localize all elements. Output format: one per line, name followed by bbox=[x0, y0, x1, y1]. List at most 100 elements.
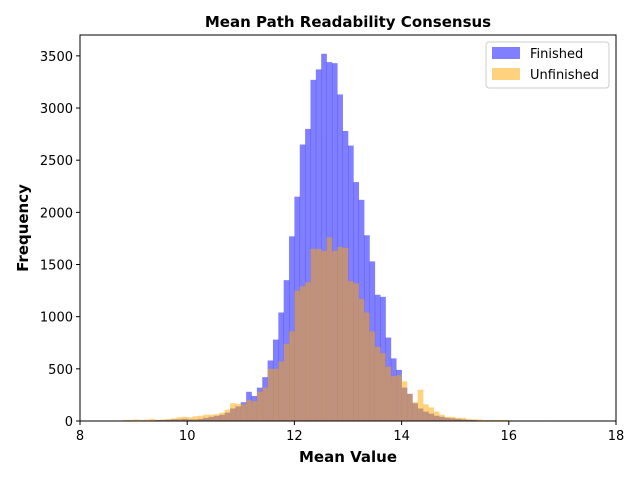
bar-unfinished-52 bbox=[358, 298, 365, 421]
bar-unfinished-32 bbox=[251, 401, 258, 421]
bar-unfinished-25 bbox=[214, 414, 220, 421]
bar-unfinished-55 bbox=[374, 346, 381, 421]
bar-unfinished-69 bbox=[449, 416, 456, 421]
bar-unfinished-68 bbox=[444, 416, 451, 421]
bar-unfinished-18 bbox=[176, 417, 183, 421]
bar-unfinished-67 bbox=[439, 414, 445, 421]
bar-unfinished-62 bbox=[412, 402, 418, 421]
bar-unfinished-45 bbox=[321, 250, 327, 421]
bar-unfinished-41 bbox=[299, 286, 306, 421]
bar-unfinished-43 bbox=[310, 248, 317, 421]
bar-unfinished-74 bbox=[476, 419, 483, 421]
bar-unfinished-26 bbox=[219, 412, 226, 421]
legend-label-unfinished: Unfinished bbox=[530, 68, 599, 83]
bar-unfinished-37 bbox=[278, 361, 284, 421]
bar-unfinished-58 bbox=[390, 376, 397, 421]
y-tick-label-3500: 3500 bbox=[40, 50, 73, 65]
bar-finished-30 bbox=[315, 69, 322, 422]
bar-unfinished-57 bbox=[385, 366, 392, 421]
bar-unfinished-61 bbox=[406, 393, 413, 421]
bar-unfinished-29 bbox=[235, 403, 242, 421]
bar-unfinished-70 bbox=[455, 417, 461, 421]
bar-finished-28 bbox=[305, 128, 311, 421]
bar-unfinished-71 bbox=[460, 417, 467, 421]
bar-unfinished-19 bbox=[181, 416, 188, 421]
y-axis-title: Frequency bbox=[14, 184, 32, 272]
legend-label-finished: Finished bbox=[530, 47, 583, 62]
bar-unfinished-53 bbox=[364, 312, 370, 421]
bar-unfinished-77 bbox=[492, 419, 499, 421]
legend: Finished Unfinished bbox=[485, 41, 610, 89]
y-tick-label-1000: 1000 bbox=[40, 311, 73, 326]
bar-unfinished-35 bbox=[267, 368, 274, 421]
bar-unfinished-9 bbox=[128, 419, 134, 421]
bar-unfinished-27 bbox=[224, 409, 231, 421]
x-tick-label-18: 18 bbox=[608, 429, 625, 444]
bar-unfinished-33 bbox=[256, 391, 263, 421]
bar-finished-27 bbox=[299, 144, 306, 422]
bar-unfinished-30 bbox=[240, 404, 247, 421]
bar-finished-31 bbox=[321, 53, 327, 421]
x-tick-label-14: 14 bbox=[393, 429, 410, 444]
chart-title: Mean Path Readability Consensus bbox=[205, 13, 491, 31]
bar-unfinished-42 bbox=[305, 282, 311, 421]
bars-layer bbox=[80, 53, 547, 422]
y-tick-label-2500: 2500 bbox=[40, 154, 73, 169]
bar-unfinished-72 bbox=[465, 418, 472, 421]
bar-unfinished-23 bbox=[203, 414, 209, 421]
bar-unfinished-47 bbox=[331, 250, 338, 421]
bar-unfinished-63 bbox=[417, 389, 424, 421]
bar-unfinished-21 bbox=[192, 416, 199, 421]
bar-unfinished-28 bbox=[230, 403, 236, 421]
bar-unfinished-20 bbox=[187, 417, 193, 421]
bar-unfinished-24 bbox=[208, 414, 215, 421]
bar-unfinished-36 bbox=[272, 368, 279, 421]
x-tick-label-10: 10 bbox=[179, 429, 196, 444]
bar-unfinished-59 bbox=[396, 375, 402, 421]
bar-unfinished-40 bbox=[294, 290, 301, 421]
legend-swatch-finished bbox=[492, 47, 520, 59]
bar-unfinished-75 bbox=[482, 419, 488, 421]
bar-unfinished-10 bbox=[133, 419, 140, 421]
bar-unfinished-15 bbox=[160, 419, 167, 421]
bar-unfinished-54 bbox=[369, 331, 376, 421]
bar-unfinished-48 bbox=[337, 246, 343, 421]
x-tick-label-16: 16 bbox=[501, 429, 518, 444]
bar-unfinished-78 bbox=[498, 419, 504, 421]
y-tick-label-500: 500 bbox=[48, 363, 73, 378]
plot-frame bbox=[79, 34, 617, 422]
bar-unfinished-73 bbox=[471, 419, 477, 421]
x-tick-label-8: 8 bbox=[76, 429, 84, 444]
bar-unfinished-64 bbox=[423, 404, 429, 421]
bar-unfinished-13 bbox=[149, 418, 156, 421]
bar-unfinished-12 bbox=[144, 419, 150, 421]
bar-unfinished-31 bbox=[246, 400, 252, 421]
x-axis-title: Mean Value bbox=[299, 448, 397, 466]
bar-finished-25 bbox=[289, 236, 295, 421]
x-tick-label-12: 12 bbox=[286, 429, 303, 444]
y-tick-label-2000: 2000 bbox=[40, 206, 73, 221]
bar-unfinished-16 bbox=[165, 418, 172, 421]
x-axis: 8 10 12 14 16 18 bbox=[76, 421, 624, 444]
y-tick-label-1500: 1500 bbox=[40, 259, 73, 274]
bar-unfinished-79 bbox=[503, 419, 510, 421]
y-tick-label-0: 0 bbox=[65, 415, 73, 430]
bar-unfinished-50 bbox=[348, 281, 354, 421]
bar-unfinished-46 bbox=[326, 237, 333, 421]
bar-unfinished-51 bbox=[353, 283, 360, 421]
legend-swatch-unfinished bbox=[492, 68, 520, 80]
bar-unfinished-56 bbox=[380, 353, 386, 421]
bar-unfinished-39 bbox=[289, 331, 295, 421]
bar-unfinished-49 bbox=[342, 247, 349, 421]
bar-unfinished-11 bbox=[138, 419, 145, 421]
y-axis: 0 500 1000 1500 2000 2500 3000 3500 bbox=[40, 50, 80, 430]
bar-unfinished-38 bbox=[283, 343, 290, 421]
bar-unfinished-22 bbox=[197, 415, 204, 421]
bar-unfinished-17 bbox=[171, 418, 177, 421]
bar-unfinished-8 bbox=[122, 419, 129, 421]
bar-finished-33 bbox=[331, 63, 338, 422]
bar-unfinished-76 bbox=[487, 419, 494, 421]
bar-unfinished-34 bbox=[262, 387, 268, 421]
